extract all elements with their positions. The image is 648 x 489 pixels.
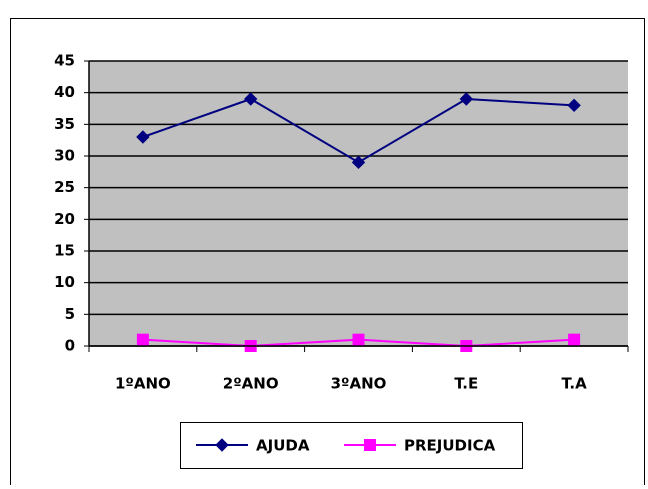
y-tick-label: 5 xyxy=(65,305,75,323)
x-tick-label: T.E xyxy=(454,375,478,393)
y-tick-label: 35 xyxy=(54,115,75,133)
marker xyxy=(352,333,365,346)
y-tick-label: 30 xyxy=(54,147,75,165)
y-tick-label: 25 xyxy=(54,178,75,196)
marker xyxy=(459,92,474,106)
y-tick-label: 20 xyxy=(54,210,75,228)
x-tick-label: 3ºANO xyxy=(331,375,387,393)
marker xyxy=(351,155,366,170)
y-tick-label: 0 xyxy=(65,337,75,355)
legend-label: PREJUDICA xyxy=(404,437,496,455)
x-tick-label: T.A xyxy=(561,375,587,393)
legend-label: AJUDA xyxy=(256,437,310,455)
marker xyxy=(568,333,581,346)
y-tick-label: 40 xyxy=(54,83,75,101)
marker xyxy=(215,438,229,452)
x-tick-label: 1ºANO xyxy=(115,375,171,393)
marker xyxy=(567,98,581,113)
marker xyxy=(364,439,376,451)
marker xyxy=(136,130,150,144)
plot-area xyxy=(89,61,628,346)
y-tick-label: 45 xyxy=(54,52,75,70)
x-tick-label: 2ºANO xyxy=(223,375,279,393)
marker xyxy=(243,92,258,106)
marker xyxy=(136,333,149,346)
y-tick-label: 15 xyxy=(54,242,75,260)
y-tick-label: 10 xyxy=(54,273,75,291)
